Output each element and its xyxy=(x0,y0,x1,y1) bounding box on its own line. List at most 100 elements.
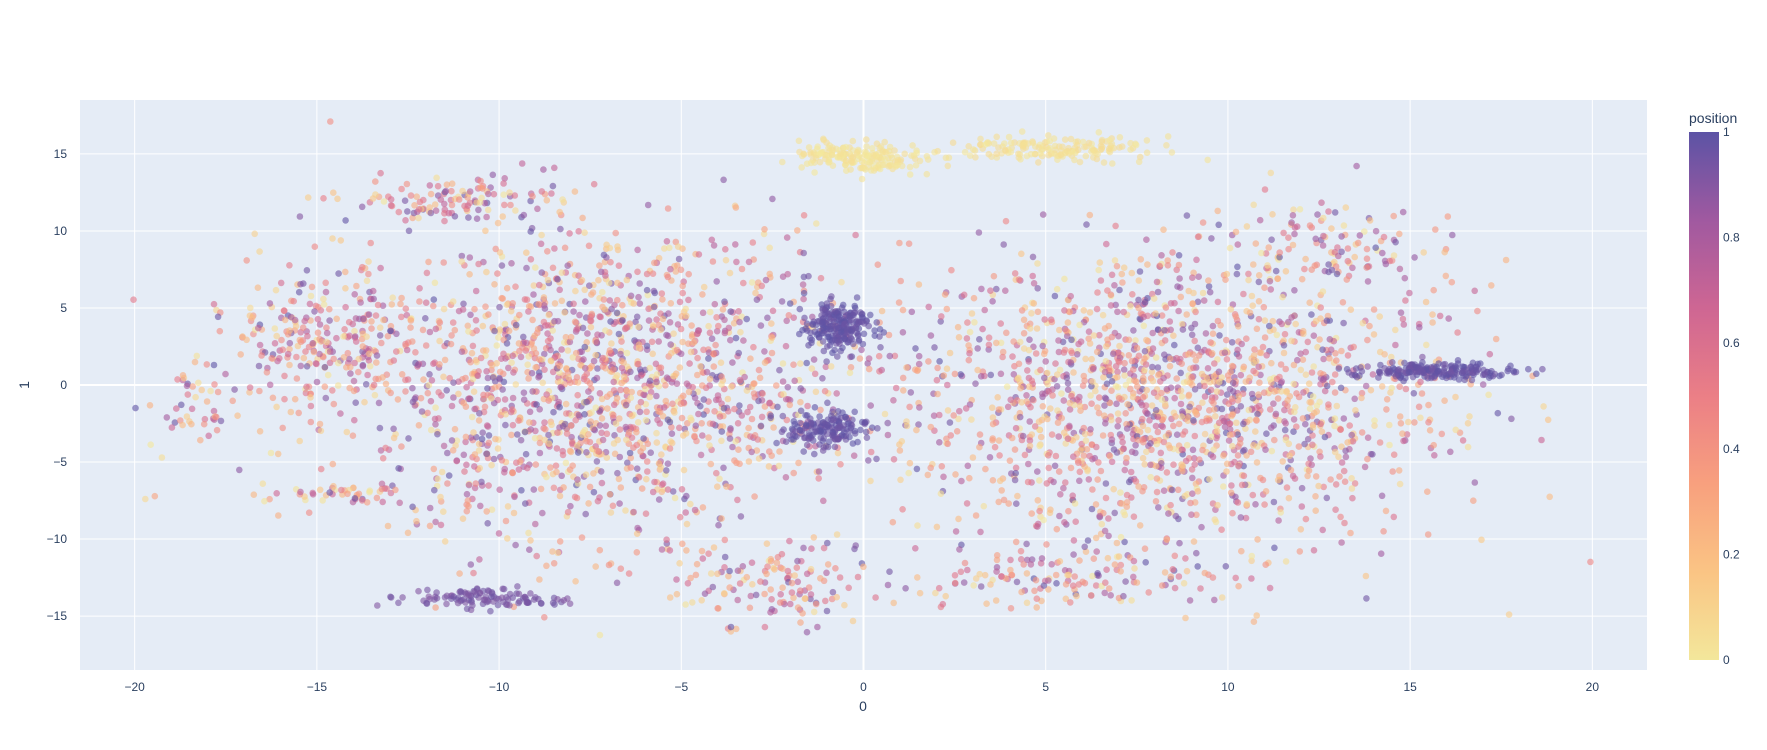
scatter-point xyxy=(819,375,826,382)
scatter-point xyxy=(307,292,315,300)
scatter-point xyxy=(1143,149,1151,156)
scatter-point xyxy=(912,162,920,169)
scatter-point xyxy=(510,369,517,376)
scatter-point xyxy=(643,475,650,483)
scatter-point xyxy=(1055,337,1062,344)
scatter-point xyxy=(719,423,727,430)
scatter-point xyxy=(1540,403,1547,410)
scatter-point xyxy=(934,364,941,372)
scatter-point xyxy=(1283,387,1290,395)
scatter-point xyxy=(977,528,984,536)
scatter-point xyxy=(1101,412,1108,420)
scatter-point xyxy=(596,390,604,397)
scatter-point xyxy=(892,384,900,392)
scatter-point xyxy=(719,306,727,313)
scatter-point xyxy=(372,312,380,319)
scatter-point xyxy=(673,346,681,354)
scatter-point xyxy=(604,405,611,412)
scatter-point xyxy=(1129,393,1137,401)
scatter-point xyxy=(721,316,728,324)
scatter-point xyxy=(1042,358,1049,365)
scatter-point xyxy=(574,391,581,399)
scatter-point xyxy=(330,400,338,408)
scatter-point xyxy=(1333,357,1340,364)
scatter-point xyxy=(1101,368,1109,376)
scatter-point xyxy=(1029,139,1037,147)
scatter-point xyxy=(834,353,841,360)
scatter-point xyxy=(1195,352,1203,359)
scatter-point xyxy=(1277,509,1285,516)
scatter-point xyxy=(820,544,828,552)
scatter-point xyxy=(261,497,268,505)
scatter-point xyxy=(954,323,962,331)
scatter-point xyxy=(721,329,729,337)
scatter-point xyxy=(1337,384,1345,392)
scatter-point xyxy=(1323,382,1331,390)
scatter-point xyxy=(715,322,722,330)
scatter-point xyxy=(475,440,483,448)
scatter-point xyxy=(1145,589,1152,596)
scatter-point xyxy=(869,145,876,152)
scatter-point xyxy=(1047,506,1054,513)
scatter-point xyxy=(699,555,707,562)
scatter-point xyxy=(1153,440,1161,448)
scatter-point xyxy=(446,374,454,382)
scatter-point xyxy=(461,468,468,475)
scatter-point xyxy=(1390,451,1398,459)
scatter-point xyxy=(350,377,358,385)
scatter-point xyxy=(1080,307,1088,314)
scatter-point xyxy=(431,279,439,287)
scatter-point xyxy=(1336,473,1343,480)
scatter-point xyxy=(564,369,572,376)
scatter-point xyxy=(1285,318,1292,326)
scatter-point xyxy=(512,283,519,291)
scatter-point xyxy=(1037,433,1045,441)
scatter-point xyxy=(1382,260,1390,268)
scatter-point xyxy=(1312,317,1320,325)
scatter-point xyxy=(814,623,821,631)
scatter-point xyxy=(653,392,660,400)
scatter-point xyxy=(1079,382,1087,390)
scatter-point xyxy=(567,448,575,456)
scatter-point xyxy=(943,305,951,313)
scatter-point xyxy=(701,590,709,597)
scatter-point xyxy=(648,338,656,346)
scatter-point xyxy=(426,371,433,378)
scatter-point xyxy=(901,150,908,158)
scatter-point xyxy=(849,416,856,424)
scatter-point xyxy=(585,388,592,395)
scatter-point xyxy=(680,466,688,474)
scatter-point xyxy=(1234,346,1241,354)
scatter-point xyxy=(352,338,360,345)
scatter-point xyxy=(877,344,884,351)
scatter-point xyxy=(1254,536,1261,543)
scatter-point xyxy=(773,559,781,566)
scatter-point xyxy=(1248,557,1255,565)
scatter-point xyxy=(875,149,883,157)
scatter-point xyxy=(183,413,191,420)
scatter-point xyxy=(465,502,472,510)
scatter-point xyxy=(794,227,801,234)
scatter-point xyxy=(1121,538,1128,546)
scatter-point xyxy=(1127,385,1134,393)
scatter-point xyxy=(472,287,480,295)
scatter-point xyxy=(622,324,630,332)
scatter-point xyxy=(1094,570,1101,577)
scatter-point xyxy=(676,513,684,521)
scatter-point xyxy=(1258,249,1265,257)
scatter-point xyxy=(562,400,570,408)
scatter-point xyxy=(478,435,486,443)
scatter-point xyxy=(682,305,689,313)
scatter-point xyxy=(256,387,263,395)
scatter-point xyxy=(483,368,490,375)
scatter-point xyxy=(764,314,771,322)
scatter-point xyxy=(1226,420,1234,427)
scatter-point xyxy=(766,270,773,278)
scatter-point xyxy=(997,320,1004,327)
scatter-point xyxy=(1039,403,1047,410)
scatter-point xyxy=(274,450,282,458)
scatter-point xyxy=(1326,336,1334,343)
scatter-point xyxy=(809,320,816,328)
scatter-point xyxy=(755,455,763,462)
